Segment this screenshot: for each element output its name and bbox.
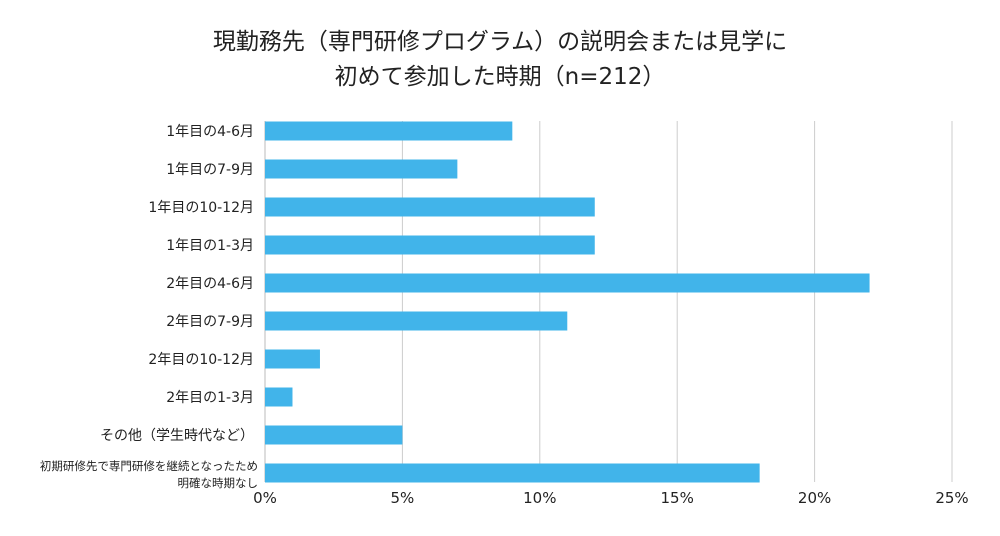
y-category-label: その他（学生時代など） <box>100 428 254 444</box>
bar <box>265 425 403 445</box>
x-tick-label: 0% <box>253 489 277 507</box>
bar <box>265 159 458 179</box>
bar <box>265 235 595 255</box>
y-category-label: 1年目の4-6月 <box>166 124 254 140</box>
y-category-label: 明確な時期なし <box>178 476 259 490</box>
x-tick-label: 10% <box>523 489 556 507</box>
x-tick-label: 25% <box>935 489 968 507</box>
y-category-label: 1年目の1-3月 <box>166 238 254 254</box>
y-category-label: 2年目の7-9月 <box>166 314 254 330</box>
y-category-label: 1年目の7-9月 <box>166 162 254 178</box>
bar <box>265 121 513 141</box>
x-tick-label: 20% <box>798 489 831 507</box>
bar <box>265 197 595 217</box>
y-category-label: 初期研修先で専門研修を継続となったため <box>40 459 258 473</box>
bar <box>265 273 870 293</box>
y-category-label: 2年目の1-3月 <box>166 390 254 406</box>
chart-title-line-1: 現勤務先（専門研修プログラム）の説明会または見学に <box>212 29 788 55</box>
y-category-label: 1年目の10-12月 <box>148 200 254 216</box>
x-tick-label: 15% <box>661 489 694 507</box>
y-category-label: 2年目の10-12月 <box>148 352 254 368</box>
x-tick-label: 5% <box>391 489 415 507</box>
bar <box>265 463 760 483</box>
bar <box>265 349 320 369</box>
chart-title-line-2: 初めて参加した時期（n=212） <box>334 64 666 90</box>
bar <box>265 311 568 331</box>
bar <box>265 387 293 407</box>
y-category-label: 2年目の4-6月 <box>166 276 254 292</box>
